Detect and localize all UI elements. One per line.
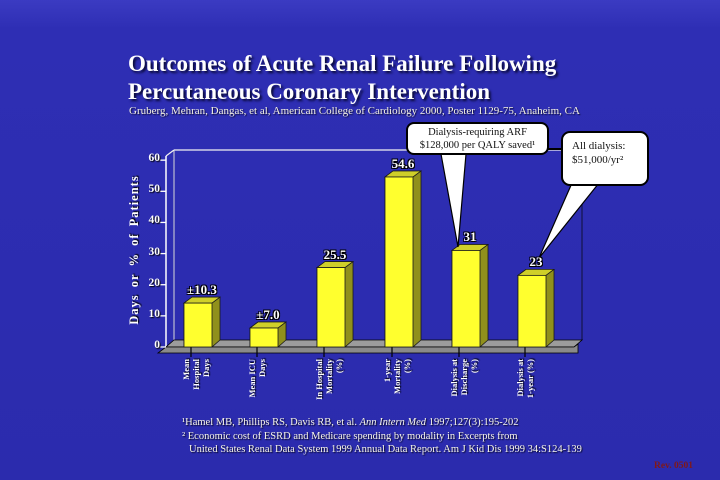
slide-title-line2: Percutaneous Coronary Intervention	[128, 79, 491, 104]
x-axis-category-line: (%)	[402, 359, 412, 374]
footnote-1-journal: Ann Intern Med	[359, 417, 427, 428]
y-axis-tick-label: 0	[154, 339, 160, 351]
x-axis-category-line: Hospital	[191, 359, 201, 390]
y-axis-tick-label: 50	[148, 183, 161, 196]
x-axis-category-line: In Hospital	[314, 359, 324, 400]
revision-label: Rev. 0501	[654, 461, 694, 471]
bar-front-face	[517, 274, 547, 348]
bar-front-face	[384, 176, 414, 348]
callout-all-dialysis-line1: All dialysis:	[572, 140, 626, 152]
bar-front-face	[249, 327, 279, 348]
x-axis-category-label: In Hospital Mortality (%)	[314, 359, 356, 417]
y-axis-tick-label: 10	[148, 307, 161, 320]
slide-subtitle: Gruberg, Mehran, Dangas, et al, American…	[129, 105, 580, 117]
x-axis-category-label: Mean Hospital Days	[181, 359, 223, 417]
callout-all-dialysis: All dialysis: $51,000/yr²	[561, 131, 649, 186]
x-axis-category-line: Days	[201, 359, 211, 377]
x-axis-category-line: Days	[257, 359, 267, 377]
x-axis-category-line: Mortality	[392, 359, 402, 394]
x-axis-category-line: 1-year (%)	[525, 359, 535, 399]
bar-value-label: 31	[463, 229, 477, 245]
bar-value-label: 23	[529, 254, 543, 270]
callout-dialysis-arf-line2: $128,000 per QALY saved¹	[419, 139, 536, 151]
callout-dialysis-tail	[538, 182, 601, 259]
x-axis-category-line: Discharge	[459, 359, 469, 396]
bar-front-face	[316, 267, 346, 348]
axis-depth-join	[165, 149, 175, 157]
footnote-3: United States Renal Data System 1999 Ann…	[189, 444, 582, 455]
bar-value-label: ±10.3	[187, 282, 217, 298]
x-axis-category-line: Mortality	[324, 359, 334, 394]
bar-value-label: 25.5	[323, 246, 347, 262]
bar-front-face	[451, 250, 481, 348]
x-axis-category-label: Mean ICU Days	[247, 359, 289, 417]
callout-connector-line	[547, 148, 563, 150]
x-axis-category-label: 1-year Mortality (%)	[382, 359, 424, 417]
chart-floor-front	[156, 343, 579, 354]
x-axis-category-label: Dialysis at Discharge (%)	[449, 359, 491, 417]
bar-front-face	[183, 302, 213, 348]
x-axis-category-line: (%)	[334, 359, 344, 374]
x-axis-category-line: Mean	[181, 359, 191, 380]
callout-all-dialysis-line2: $51,000/yr²	[572, 153, 624, 166]
footnote-1-text: ¹Hamel MB, Phillips RS, Davis RB, et al.	[182, 417, 360, 428]
footnote-1-cite: 1997;127(3):195-202	[426, 417, 519, 428]
y-axis-tick-label: 20	[148, 276, 161, 289]
y-axis-tick-label: 40	[148, 214, 161, 227]
footnote-1: ¹Hamel MB, Phillips RS, Davis RB, et al.…	[182, 416, 612, 430]
y-axis-tick-label: 60	[148, 152, 161, 165]
x-axis-category-label: Dialysis at 1-year (%)	[515, 359, 557, 417]
slide-title: Outcomes of Acute Renal Failure Followin…	[128, 50, 688, 106]
x-axis-category-line: Mean ICU	[247, 359, 257, 398]
callout-dialysis-arf-line1: Dialysis-requiring ARF	[428, 127, 527, 138]
x-axis-category-line: Dialysis at	[449, 359, 459, 397]
x-axis-category-line: 1-year	[382, 359, 392, 383]
slide-title-line1: Outcomes of Acute Renal Failure Followin…	[128, 51, 557, 76]
x-axis-category-line: (%)	[469, 359, 479, 374]
bar-value-label: ±7.0	[256, 307, 280, 322]
footnotes: ¹Hamel MB, Phillips RS, Davis RB, et al.…	[182, 416, 612, 457]
callout-dialysis-arf: Dialysis-requiring ARF $128,000 per QALY…	[406, 122, 549, 155]
bar-value-label: 54.6	[391, 155, 415, 171]
y-axis-tick-label: 30	[148, 245, 161, 258]
x-axis-category-line: Dialysis at	[515, 359, 525, 397]
footnote-2: ² Economic cost of ESRD and Medicare spe…	[182, 430, 518, 442]
